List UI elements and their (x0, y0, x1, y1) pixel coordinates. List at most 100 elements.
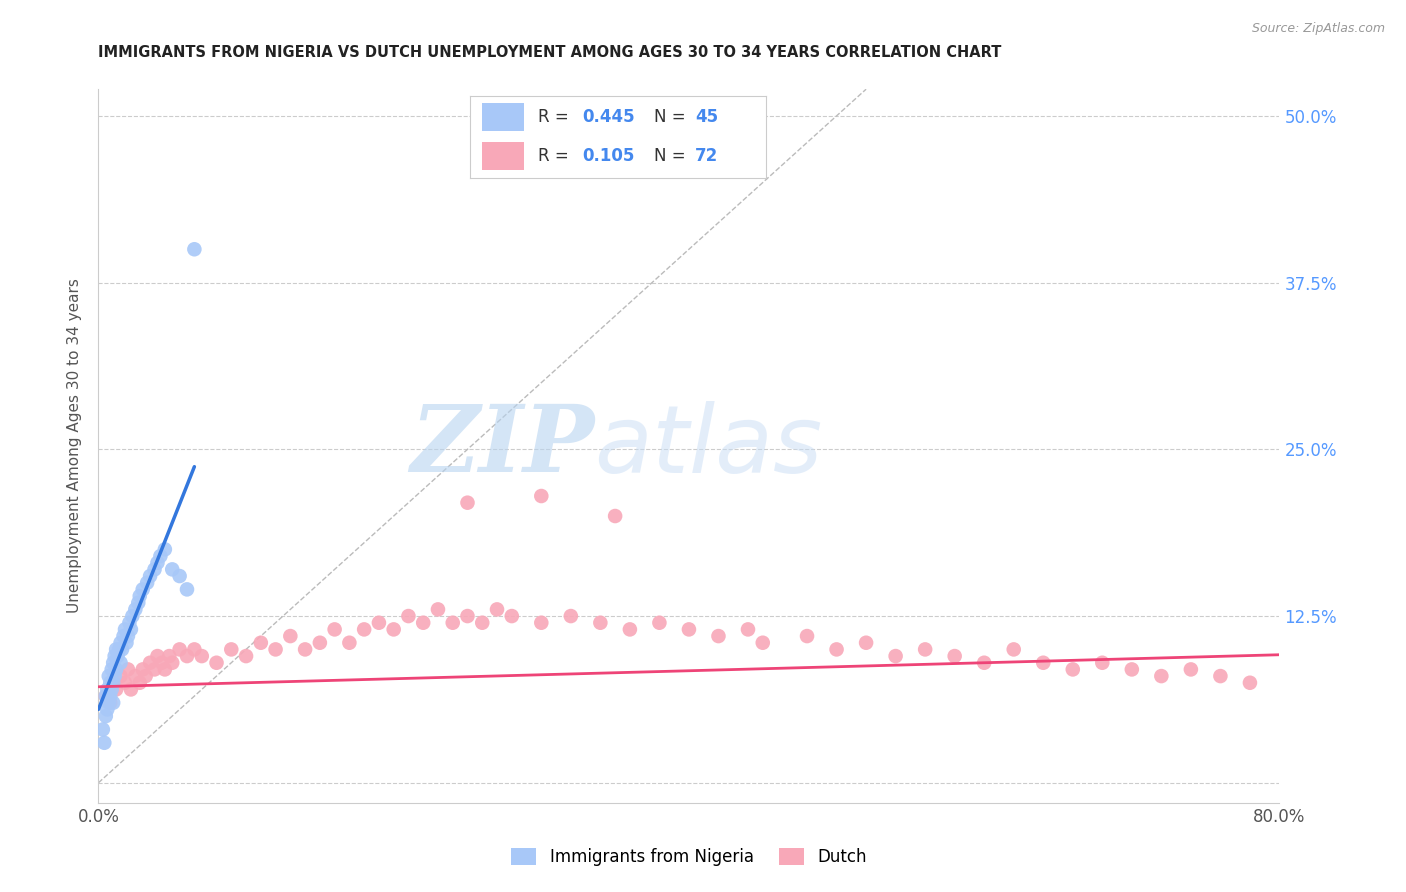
Point (1032, 656, 1054, 670)
Point (146, 556, 169, 570)
Text: IMMIGRANTS FROM NIGERIA VS DUTCH UNEMPLOYMENT AMONG AGES 30 TO 34 YEARS CORRELAT: IMMIGRANTS FROM NIGERIA VS DUTCH UNEMPLO… (98, 45, 1002, 60)
Point (127, 596, 149, 610)
Point (149, 549, 172, 563)
Point (427, 602, 450, 616)
Point (128, 589, 150, 603)
Point (150, 656, 173, 670)
Point (235, 649, 257, 664)
Point (219, 642, 242, 657)
Point (136, 575, 159, 590)
Point (169, 569, 191, 583)
Point (143, 662, 166, 676)
Point (309, 636, 332, 650)
Point (294, 642, 316, 657)
Point (530, 489, 553, 503)
Point (973, 656, 995, 670)
Point (105, 682, 128, 697)
Point (707, 629, 730, 643)
Point (117, 629, 139, 643)
Point (884, 649, 907, 664)
Point (751, 636, 773, 650)
Point (169, 642, 191, 657)
Point (124, 669, 146, 683)
Point (353, 623, 375, 637)
Point (146, 649, 169, 664)
Point (1150, 669, 1173, 683)
Point (412, 615, 434, 630)
Point (132, 582, 155, 597)
Point (118, 615, 141, 630)
Point (183, 242, 205, 256)
Point (368, 615, 391, 630)
Point (441, 615, 464, 630)
Point (560, 609, 582, 624)
Point (111, 642, 134, 657)
Point (115, 636, 138, 650)
Point (114, 675, 136, 690)
Point (825, 642, 848, 657)
Point (1239, 675, 1261, 690)
Point (124, 602, 146, 616)
Text: Source: ZipAtlas.com: Source: ZipAtlas.com (1251, 22, 1385, 36)
Point (103, 675, 125, 690)
Point (139, 656, 162, 670)
Point (589, 615, 612, 630)
Point (1209, 669, 1232, 683)
Point (737, 623, 759, 637)
Point (100, 682, 122, 697)
Point (135, 669, 157, 683)
Point (471, 615, 494, 630)
Point (94, 689, 117, 703)
Point (278, 629, 302, 643)
Point (98, 689, 121, 703)
Point (120, 623, 142, 637)
Point (796, 629, 818, 643)
Point (107, 649, 129, 664)
Point (132, 662, 155, 676)
Point (176, 582, 198, 597)
Point (110, 669, 132, 683)
Point (139, 569, 162, 583)
Point (530, 615, 553, 630)
Point (1180, 662, 1202, 676)
Text: atlas: atlas (595, 401, 823, 491)
Point (97, 669, 120, 683)
Point (456, 496, 478, 510)
Point (103, 696, 125, 710)
Point (1091, 656, 1114, 670)
Point (264, 642, 287, 657)
Point (114, 623, 136, 637)
Point (605, 509, 627, 524)
Point (117, 662, 139, 676)
Point (501, 609, 523, 624)
Point (176, 649, 198, 664)
Point (143, 562, 166, 576)
Point (153, 542, 176, 557)
Point (323, 623, 346, 637)
Point (382, 623, 405, 637)
Point (93, 736, 115, 750)
Point (914, 642, 936, 657)
Point (162, 656, 183, 670)
Point (103, 675, 125, 690)
Point (678, 623, 700, 637)
Point (153, 662, 176, 676)
Point (1002, 642, 1025, 657)
Point (100, 662, 122, 676)
Point (456, 609, 478, 624)
Point (205, 656, 228, 670)
Point (191, 649, 214, 664)
Point (128, 675, 150, 690)
Point (108, 642, 131, 657)
Point (396, 609, 419, 624)
Point (104, 649, 127, 664)
Point (855, 636, 877, 650)
Point (94, 689, 117, 703)
Point (96, 682, 118, 697)
Point (339, 636, 360, 650)
Point (96, 702, 118, 716)
Point (648, 615, 671, 630)
Point (105, 662, 128, 676)
Point (91, 723, 114, 737)
Point (112, 629, 135, 643)
